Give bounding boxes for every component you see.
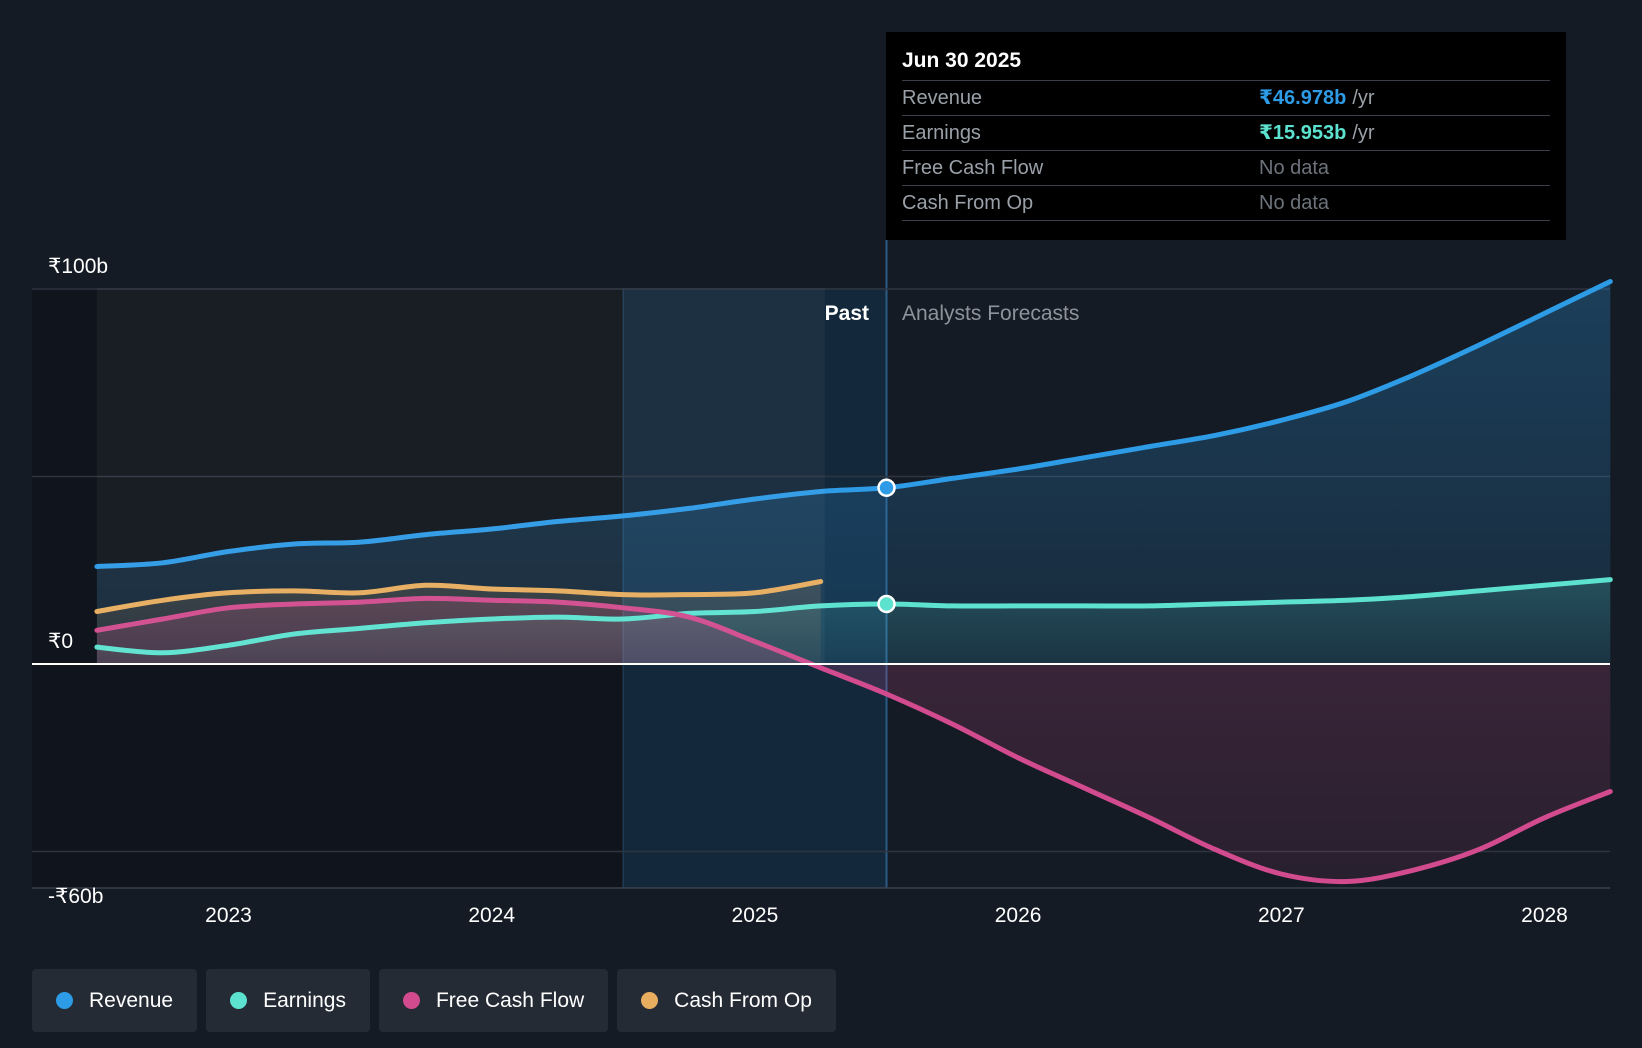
axes: ₹100b ₹0 -₹60b 2023 2024 2025 2026 2027 2028 bbox=[32, 255, 1610, 927]
tooltip-row-free-cash-flow: Free Cash Flow No data bbox=[902, 150, 1550, 185]
area-revenue bbox=[96, 281, 1611, 664]
chart-svg: ₹100b ₹0 -₹60b 2023 2024 2025 2026 2027 2028 Pas… bbox=[32, 240, 1613, 927]
hover-tooltip: Jun 30 2025 Revenue ₹46.978b /yr Earning… bbox=[886, 32, 1566, 240]
tooltip-label: Revenue bbox=[902, 87, 983, 109]
legend-item-revenue[interactable]: Revenue bbox=[32, 969, 198, 1032]
y-tick-label: ₹100b bbox=[48, 255, 108, 278]
tooltip-row-cash-from-op: Cash From Op No data bbox=[902, 185, 1550, 221]
legend-label: Free Cash Flow bbox=[435, 988, 585, 1012]
line-earnings bbox=[94, 577, 1613, 656]
tooltip-row-revenue: Revenue ₹46.978b /yr bbox=[902, 80, 1550, 115]
legend-item-earnings[interactable]: Earnings bbox=[206, 969, 370, 1032]
line-cash-from-op bbox=[94, 579, 824, 614]
legend-dot-icon bbox=[56, 992, 73, 1009]
tooltip-unit: /yr bbox=[1352, 87, 1375, 109]
x-tick-label: 2026 bbox=[995, 904, 1042, 927]
tooltip-label: Cash From Op bbox=[902, 192, 1034, 214]
tooltip-label: Free Cash Flow bbox=[902, 157, 1044, 179]
line-free-cash-flow bbox=[94, 595, 1613, 885]
line-revenue bbox=[94, 279, 1613, 569]
tooltip-row-earnings: Earnings ₹15.953b /yr bbox=[902, 115, 1550, 150]
x-tick-label: 2024 bbox=[468, 904, 515, 927]
chart-legend: Revenue Earnings Free Cash Flow Cash Fro… bbox=[32, 969, 836, 1032]
tooltip-date: Jun 30 2025 bbox=[902, 49, 1022, 72]
tooltip-label: Earnings bbox=[902, 122, 981, 144]
tooltip-value: ₹15.953b bbox=[1259, 122, 1347, 144]
x-tick-label: 2025 bbox=[732, 904, 779, 927]
x-tick-label: 2023 bbox=[205, 904, 252, 927]
legend-label: Revenue bbox=[89, 988, 174, 1012]
y-tick-label: ₹0 bbox=[48, 630, 73, 653]
hover-markers bbox=[877, 478, 896, 614]
legend-dot-icon bbox=[402, 992, 420, 1009]
legend-item-cash-from-op[interactable]: Cash From Op bbox=[617, 969, 836, 1032]
tooltip-value: No data bbox=[1259, 192, 1330, 214]
marker-earnings bbox=[877, 594, 896, 614]
tooltip-unit: /yr bbox=[1352, 122, 1375, 144]
x-tick-label: 2027 bbox=[1258, 904, 1305, 927]
legend-label: Earnings bbox=[263, 988, 346, 1012]
past-label: Past bbox=[825, 302, 869, 325]
tooltip-value: ₹46.978b bbox=[1259, 87, 1347, 109]
legend-dot-icon bbox=[230, 992, 248, 1009]
forecast-label: Analysts Forecasts bbox=[902, 302, 1079, 325]
past-overlay bbox=[96, 288, 825, 664]
y-tick-label: -₹60b bbox=[48, 885, 103, 908]
legend-label: Cash From Op bbox=[674, 988, 812, 1012]
legend-item-free-cash-flow[interactable]: Free Cash Flow bbox=[378, 969, 609, 1032]
series-lines bbox=[94, 279, 1613, 885]
tooltip-value: No data bbox=[1259, 157, 1330, 179]
area-free-cash-flow bbox=[96, 598, 1611, 882]
x-tick-label: 2028 bbox=[1521, 904, 1568, 927]
marker-revenue bbox=[877, 478, 896, 497]
legend-dot-icon bbox=[641, 992, 659, 1009]
